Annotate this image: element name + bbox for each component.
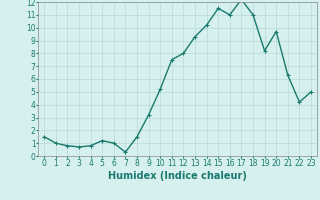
X-axis label: Humidex (Indice chaleur): Humidex (Indice chaleur): [108, 171, 247, 181]
